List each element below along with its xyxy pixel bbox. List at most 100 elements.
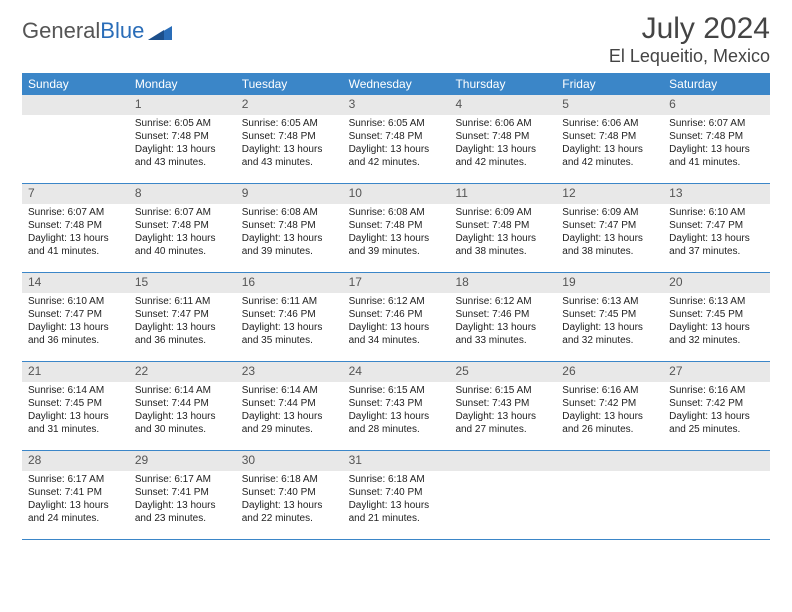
day-body: Sunrise: 6:10 AMSunset: 7:47 PMDaylight:… bbox=[22, 293, 129, 351]
day-cell: 2Sunrise: 6:05 AMSunset: 7:48 PMDaylight… bbox=[236, 95, 343, 183]
day-number: 22 bbox=[129, 362, 236, 382]
day-body: Sunrise: 6:14 AMSunset: 7:45 PMDaylight:… bbox=[22, 382, 129, 440]
day-cell: 10Sunrise: 6:08 AMSunset: 7:48 PMDayligh… bbox=[343, 184, 450, 272]
day-cell: 6Sunrise: 6:07 AMSunset: 7:48 PMDaylight… bbox=[663, 95, 770, 183]
logo: GeneralBlue bbox=[22, 12, 172, 44]
week-row: 7Sunrise: 6:07 AMSunset: 7:48 PMDaylight… bbox=[22, 184, 770, 273]
day-number: 14 bbox=[22, 273, 129, 293]
calendar-page: GeneralBlue July 2024 El Lequeitio, Mexi… bbox=[0, 0, 792, 552]
day-number bbox=[449, 451, 556, 471]
day-body bbox=[556, 471, 663, 477]
day-line: and 25 minutes. bbox=[669, 423, 764, 436]
day-cell: 20Sunrise: 6:13 AMSunset: 7:45 PMDayligh… bbox=[663, 273, 770, 361]
day-line: Sunset: 7:48 PM bbox=[28, 219, 123, 232]
day-line: Sunrise: 6:09 AM bbox=[455, 206, 550, 219]
day-number: 8 bbox=[129, 184, 236, 204]
day-line: and 29 minutes. bbox=[242, 423, 337, 436]
day-number: 27 bbox=[663, 362, 770, 382]
day-line: Daylight: 13 hours bbox=[562, 410, 657, 423]
day-cell: 15Sunrise: 6:11 AMSunset: 7:47 PMDayligh… bbox=[129, 273, 236, 361]
day-body: Sunrise: 6:17 AMSunset: 7:41 PMDaylight:… bbox=[129, 471, 236, 529]
day-line: Sunset: 7:41 PM bbox=[28, 486, 123, 499]
day-cell bbox=[556, 451, 663, 539]
day-line: Daylight: 13 hours bbox=[28, 499, 123, 512]
day-line: and 42 minutes. bbox=[349, 156, 444, 169]
day-line: Daylight: 13 hours bbox=[28, 321, 123, 334]
day-cell bbox=[449, 451, 556, 539]
day-number: 3 bbox=[343, 95, 450, 115]
day-body: Sunrise: 6:05 AMSunset: 7:48 PMDaylight:… bbox=[343, 115, 450, 173]
day-line: Sunset: 7:48 PM bbox=[135, 219, 230, 232]
day-line: Daylight: 13 hours bbox=[135, 410, 230, 423]
day-line: Sunrise: 6:05 AM bbox=[242, 117, 337, 130]
day-line: Sunset: 7:43 PM bbox=[349, 397, 444, 410]
day-line: Daylight: 13 hours bbox=[28, 232, 123, 245]
day-body: Sunrise: 6:15 AMSunset: 7:43 PMDaylight:… bbox=[343, 382, 450, 440]
day-cell: 11Sunrise: 6:09 AMSunset: 7:48 PMDayligh… bbox=[449, 184, 556, 272]
day-number: 4 bbox=[449, 95, 556, 115]
day-line: Daylight: 13 hours bbox=[135, 143, 230, 156]
day-line: Daylight: 13 hours bbox=[135, 499, 230, 512]
logo-word2: Blue bbox=[100, 18, 144, 43]
day-line: Sunrise: 6:08 AM bbox=[242, 206, 337, 219]
day-line: Sunset: 7:48 PM bbox=[242, 130, 337, 143]
day-cell: 29Sunrise: 6:17 AMSunset: 7:41 PMDayligh… bbox=[129, 451, 236, 539]
day-line: Daylight: 13 hours bbox=[349, 143, 444, 156]
day-number: 12 bbox=[556, 184, 663, 204]
day-line: Sunrise: 6:16 AM bbox=[562, 384, 657, 397]
day-number: 15 bbox=[129, 273, 236, 293]
day-line: and 42 minutes. bbox=[455, 156, 550, 169]
day-line: Daylight: 13 hours bbox=[135, 232, 230, 245]
day-line: Sunrise: 6:07 AM bbox=[669, 117, 764, 130]
day-line: Sunrise: 6:16 AM bbox=[669, 384, 764, 397]
day-cell bbox=[663, 451, 770, 539]
title-block: July 2024 El Lequeitio, Mexico bbox=[609, 12, 770, 67]
day-cell: 27Sunrise: 6:16 AMSunset: 7:42 PMDayligh… bbox=[663, 362, 770, 450]
dayhead-sun: Sunday bbox=[22, 73, 129, 95]
day-line: and 36 minutes. bbox=[135, 334, 230, 347]
day-line: and 28 minutes. bbox=[349, 423, 444, 436]
day-body: Sunrise: 6:16 AMSunset: 7:42 PMDaylight:… bbox=[556, 382, 663, 440]
day-line: Sunrise: 6:09 AM bbox=[562, 206, 657, 219]
day-line: and 43 minutes. bbox=[242, 156, 337, 169]
day-line: and 33 minutes. bbox=[455, 334, 550, 347]
day-body: Sunrise: 6:16 AMSunset: 7:42 PMDaylight:… bbox=[663, 382, 770, 440]
day-line: Sunset: 7:40 PM bbox=[242, 486, 337, 499]
day-line: and 36 minutes. bbox=[28, 334, 123, 347]
day-cell: 26Sunrise: 6:16 AMSunset: 7:42 PMDayligh… bbox=[556, 362, 663, 450]
day-line: Sunrise: 6:14 AM bbox=[242, 384, 337, 397]
day-line: Sunset: 7:47 PM bbox=[669, 219, 764, 232]
day-line: and 34 minutes. bbox=[349, 334, 444, 347]
day-line: Sunset: 7:41 PM bbox=[135, 486, 230, 499]
day-line: Daylight: 13 hours bbox=[242, 232, 337, 245]
week-row: 14Sunrise: 6:10 AMSunset: 7:47 PMDayligh… bbox=[22, 273, 770, 362]
day-line: Sunrise: 6:12 AM bbox=[455, 295, 550, 308]
day-cell: 7Sunrise: 6:07 AMSunset: 7:48 PMDaylight… bbox=[22, 184, 129, 272]
day-line: Sunset: 7:44 PM bbox=[135, 397, 230, 410]
day-cell: 4Sunrise: 6:06 AMSunset: 7:48 PMDaylight… bbox=[449, 95, 556, 183]
day-number: 7 bbox=[22, 184, 129, 204]
day-number: 20 bbox=[663, 273, 770, 293]
day-line: Sunrise: 6:07 AM bbox=[135, 206, 230, 219]
day-body bbox=[22, 115, 129, 121]
logo-triangle-icon bbox=[148, 22, 172, 40]
day-line: Sunset: 7:48 PM bbox=[562, 130, 657, 143]
day-line: Sunset: 7:45 PM bbox=[28, 397, 123, 410]
day-line: and 37 minutes. bbox=[669, 245, 764, 258]
day-cell: 17Sunrise: 6:12 AMSunset: 7:46 PMDayligh… bbox=[343, 273, 450, 361]
day-line: and 32 minutes. bbox=[562, 334, 657, 347]
day-number: 5 bbox=[556, 95, 663, 115]
day-line: Sunset: 7:45 PM bbox=[562, 308, 657, 321]
weeks-container: 1Sunrise: 6:05 AMSunset: 7:48 PMDaylight… bbox=[22, 95, 770, 540]
day-line: Sunrise: 6:10 AM bbox=[669, 206, 764, 219]
logo-text: GeneralBlue bbox=[22, 18, 144, 44]
day-body: Sunrise: 6:05 AMSunset: 7:48 PMDaylight:… bbox=[236, 115, 343, 173]
day-line: Sunset: 7:48 PM bbox=[455, 130, 550, 143]
day-line: Daylight: 13 hours bbox=[242, 143, 337, 156]
day-line: Sunrise: 6:13 AM bbox=[562, 295, 657, 308]
day-body: Sunrise: 6:12 AMSunset: 7:46 PMDaylight:… bbox=[449, 293, 556, 351]
day-line: Daylight: 13 hours bbox=[455, 410, 550, 423]
day-line: Sunset: 7:43 PM bbox=[455, 397, 550, 410]
day-line: Daylight: 13 hours bbox=[455, 143, 550, 156]
day-line: and 41 minutes. bbox=[669, 156, 764, 169]
